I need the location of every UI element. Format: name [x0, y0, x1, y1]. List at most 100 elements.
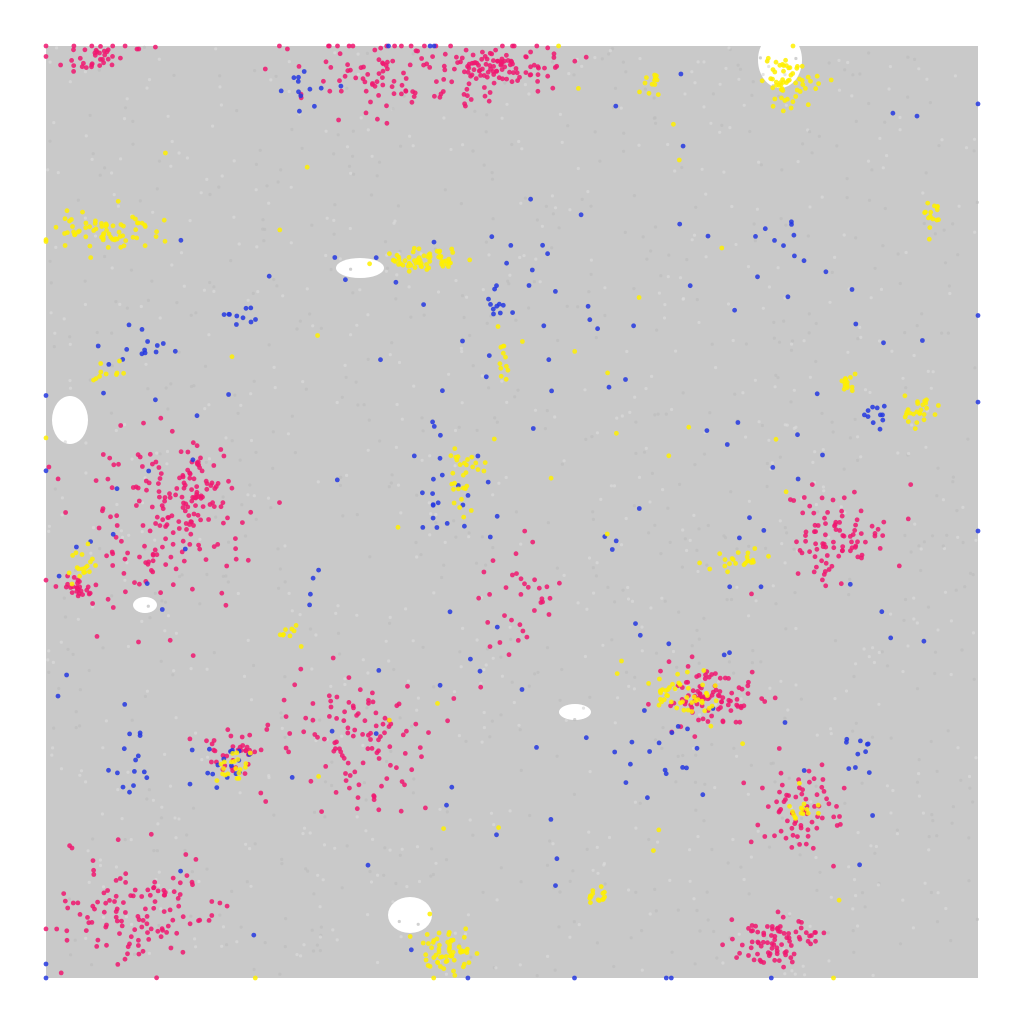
scatter-point [218, 504, 224, 510]
background-cell [280, 726, 284, 731]
scatter-point [487, 90, 493, 95]
scatter-point [468, 656, 473, 662]
background-cell [434, 521, 438, 525]
background-cell [545, 409, 549, 413]
background-cell [767, 285, 772, 289]
background-cell [194, 311, 198, 315]
background-cell [601, 643, 605, 647]
scatter-point [178, 237, 184, 243]
scatter-point [534, 745, 539, 750]
background-cell [727, 46, 731, 50]
scatter-point [451, 500, 457, 506]
background-cell [742, 103, 746, 107]
scatter-point [685, 685, 691, 691]
scatter-point [663, 975, 669, 981]
background-cell [871, 973, 875, 978]
background-cell [417, 879, 422, 884]
scatter-point [774, 799, 779, 805]
background-cell [712, 929, 716, 934]
background-cell [509, 637, 513, 642]
background-cell [462, 315, 466, 320]
scatter-point [101, 232, 106, 238]
background-cell [895, 832, 900, 836]
scatter-point [167, 907, 173, 913]
scatter-point [881, 403, 887, 409]
background-cell [336, 631, 341, 635]
scatter-point [486, 98, 492, 104]
background-cell [390, 473, 394, 477]
background-cell [784, 223, 788, 227]
scatter-point [808, 78, 813, 84]
scatter-point [799, 78, 805, 83]
scatter-point [821, 572, 827, 577]
scatter-point [136, 937, 141, 943]
scatter-point [361, 64, 366, 70]
scatter-point [198, 517, 204, 523]
background-cell [560, 140, 564, 144]
background-cell [518, 255, 522, 260]
scatter-point [83, 928, 89, 933]
background-cell [516, 388, 520, 392]
scatter-point [879, 609, 885, 615]
scatter-point [729, 556, 735, 561]
background-cell [91, 526, 96, 530]
scatter-point [64, 928, 70, 934]
background-cell [330, 783, 334, 788]
scatter-point [911, 411, 916, 417]
background-cell [460, 294, 465, 298]
scatter-point [831, 975, 836, 981]
scatter-point [670, 681, 675, 687]
scatter-point [773, 436, 779, 442]
scatter-point [164, 930, 170, 935]
background-cell [732, 746, 736, 750]
scatter-point [482, 93, 488, 99]
scatter-point [455, 60, 460, 65]
scatter-point [789, 825, 795, 831]
scatter-point [240, 520, 245, 525]
background-cell [203, 364, 208, 368]
scatter-point [926, 236, 932, 242]
scatter-point [709, 692, 715, 698]
background-cell [182, 284, 186, 288]
scatter-point [491, 436, 497, 442]
background-cell [119, 529, 123, 533]
scatter-point [572, 58, 578, 64]
background-cell [47, 529, 51, 534]
background-cell [406, 679, 410, 683]
scatter-point [43, 577, 49, 583]
scatter-point [788, 955, 794, 961]
background-cell [972, 677, 976, 681]
scatter-point [283, 627, 288, 632]
scatter-point [497, 310, 503, 316]
scatter-point [689, 654, 695, 660]
scatter-point [187, 475, 193, 481]
scatter-point [103, 371, 109, 377]
scatter-point [803, 796, 809, 802]
scatter-point [451, 968, 456, 974]
scatter-point [772, 695, 778, 701]
scatter-point [281, 632, 286, 637]
background-cell [166, 114, 170, 118]
background-cell [265, 184, 269, 188]
scatter-point [497, 640, 503, 645]
background-cell [876, 883, 881, 887]
scatter-point [830, 497, 836, 503]
background-cell [491, 656, 495, 660]
background-cell [218, 913, 222, 917]
scatter-point [841, 785, 847, 791]
scatter-point [465, 64, 470, 69]
scatter-point [755, 951, 760, 957]
background-cell [924, 171, 928, 175]
background-cell [621, 588, 625, 592]
background-cell [400, 847, 404, 851]
scatter-point [793, 794, 799, 800]
background-cell [972, 149, 976, 153]
background-cell [744, 342, 749, 346]
scatter-point [787, 803, 792, 809]
scatter-point [177, 475, 182, 481]
scatter-point [233, 556, 239, 562]
scatter-point [132, 769, 137, 774]
scatter-point [720, 942, 725, 948]
background-cell [551, 842, 555, 846]
scatter-point [823, 560, 829, 566]
